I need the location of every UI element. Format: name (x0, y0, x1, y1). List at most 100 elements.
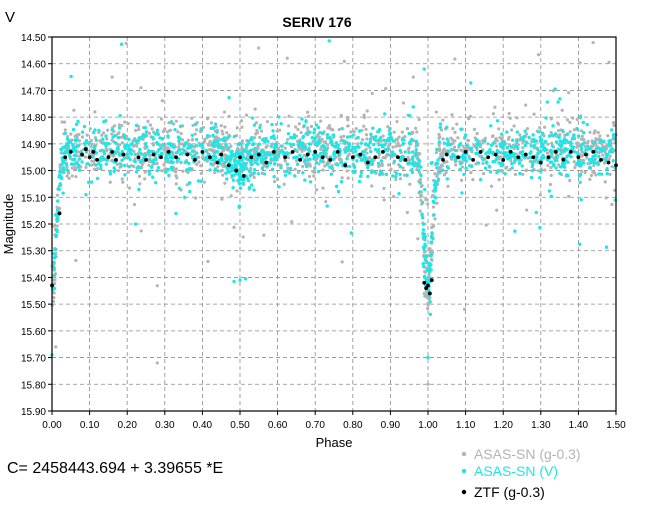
asassn-v-point (362, 149, 367, 153)
asassn-g-point (153, 155, 158, 159)
asassn-g-point (337, 128, 341, 132)
asassn-g-point (320, 137, 324, 141)
asassn-g-point (396, 141, 400, 145)
asassn-v-point (222, 136, 227, 140)
asassn-g-point (391, 145, 395, 149)
asassn-v-point (313, 155, 317, 159)
asassn-g-point (186, 138, 190, 142)
asassn-v-point (562, 147, 567, 151)
asassn-v-point (285, 162, 290, 166)
asassn-v-point (390, 150, 395, 154)
asassn-v-point (423, 187, 427, 192)
asassn-v-point (325, 136, 330, 140)
asassn-g-point (419, 185, 423, 189)
asassn-v-point (154, 180, 158, 185)
asassn-g-point (450, 147, 454, 151)
asassn-v-point (529, 175, 534, 180)
asassn-v-point (420, 215, 425, 220)
asassn-v-point (554, 166, 558, 170)
asassn-g-point (549, 117, 553, 121)
ztf-point (136, 155, 141, 160)
asassn-g-point (524, 168, 529, 172)
asassn-g-point (591, 170, 595, 174)
asassn-v-point (422, 255, 427, 259)
asassn-v-point (133, 152, 138, 157)
asassn-g-point (312, 174, 316, 178)
asassn-v-point (332, 151, 336, 156)
ztf-point (523, 152, 528, 157)
ztf-point (403, 157, 408, 162)
asassn-v-point (422, 264, 426, 269)
asassn-v-point (166, 134, 170, 138)
asassn-v-point (293, 174, 297, 178)
asassn-g-point (611, 121, 616, 125)
asassn-g-point (252, 175, 256, 180)
asassn-v-point (602, 146, 606, 151)
asassn-g-point (209, 121, 214, 125)
asassn-g-point (546, 163, 550, 168)
asassn-v-point (602, 139, 606, 144)
asassn-v-point (149, 165, 154, 169)
asassn-g-point (586, 162, 590, 166)
asassn-v-point (391, 139, 396, 143)
asassn-v-point (539, 144, 543, 149)
asassn-g-point (384, 87, 388, 91)
asassn-g-point (549, 166, 553, 170)
asassn-v-point (64, 163, 69, 167)
asassn-v-point (585, 122, 589, 127)
asassn-v-point (63, 150, 68, 154)
asassn-g-point (146, 119, 150, 123)
asassn-g-point (69, 132, 73, 136)
asassn-v-point (243, 277, 248, 281)
asassn-g-point (442, 173, 447, 177)
asassn-v-point (301, 134, 306, 139)
asassn-g-point (567, 194, 571, 198)
asassn-g-point (162, 163, 166, 167)
asassn-v-point (459, 127, 463, 131)
asassn-g-point (593, 129, 597, 133)
asassn-v-point (340, 126, 344, 131)
asassn-v-point (100, 137, 105, 141)
asassn-g-point (395, 119, 399, 124)
asassn-v-point (557, 135, 561, 140)
asassn-g-point (150, 127, 154, 131)
asassn-v-point (368, 137, 373, 141)
asassn-v-point (129, 152, 133, 156)
x-tick-label: 0.90 (381, 420, 401, 431)
asassn-v-point (371, 126, 375, 130)
asassn-v-point (550, 144, 555, 148)
asassn-g-point (110, 75, 114, 79)
asassn-g-point (55, 205, 59, 209)
ztf-point (91, 149, 96, 154)
asassn-g-point (508, 168, 512, 172)
asassn-v-point (272, 158, 276, 162)
asassn-g-point (580, 154, 584, 158)
asassn-v-point (407, 150, 411, 155)
asassn-v-point (55, 199, 60, 203)
asassn-g-point (138, 182, 142, 186)
asassn-v-point (316, 140, 321, 145)
asassn-g-point (580, 169, 584, 173)
asassn-v-point (607, 142, 611, 146)
asassn-v-point (547, 189, 552, 193)
asassn-g-point (362, 115, 367, 120)
asassn-v-point (464, 166, 468, 170)
asassn-g-point (199, 164, 203, 168)
asassn-v-point (370, 169, 374, 173)
asassn-g-point (195, 128, 199, 132)
asassn-g-point (63, 128, 67, 132)
asassn-g-point (342, 59, 346, 63)
asassn-g-point (223, 181, 227, 185)
asassn-v-point (496, 168, 501, 173)
asassn-v-point (573, 150, 577, 154)
asassn-v-point (236, 142, 240, 147)
asassn-v-point (308, 180, 313, 184)
x-axis-ticks: 0.00 0.10 0.20 0.30 0.40 0.50 0.60 0.70 0.80 0.90… (42, 411, 626, 431)
asassn-v-point (576, 134, 581, 138)
asassn-g-point (406, 155, 410, 159)
x-tick-label: 0.20 (117, 420, 137, 431)
asassn-g-point (213, 171, 217, 175)
asassn-g-point (459, 148, 463, 152)
asassn-g-point (246, 154, 250, 158)
asassn-v-point (429, 268, 433, 272)
